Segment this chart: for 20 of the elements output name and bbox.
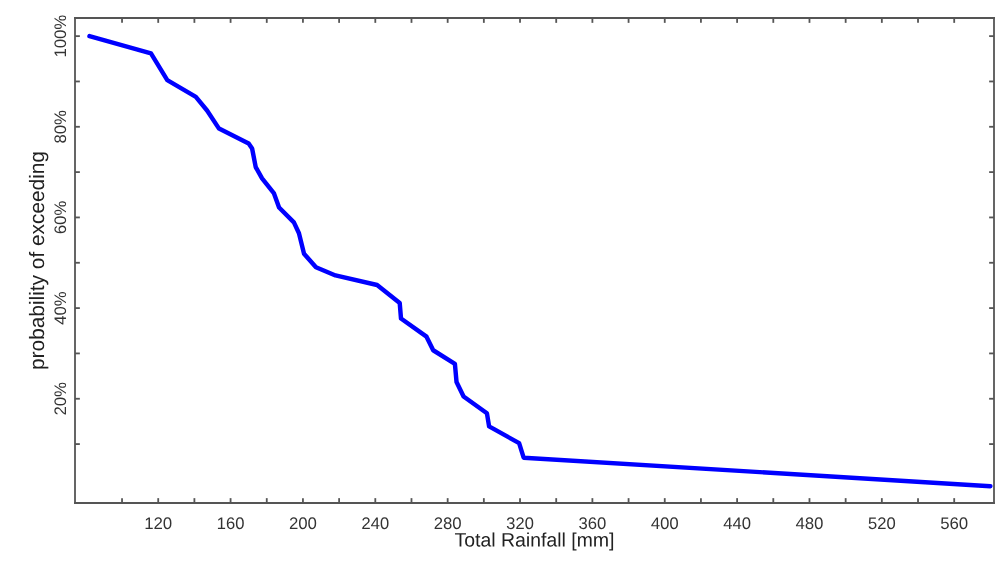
- x-tick-label: 120: [145, 517, 172, 530]
- x-tick-label: 520: [868, 517, 896, 530]
- x-tick-label: 560: [940, 517, 968, 530]
- y-tick-label: 80%: [54, 110, 67, 143]
- y-axis-title: probability of exceeding: [28, 152, 49, 369]
- x-tick-label: 440: [723, 517, 751, 530]
- x-tick-label: 200: [289, 517, 317, 530]
- y-tick-label: 100%: [54, 15, 67, 57]
- x-tick-label: 360: [579, 517, 606, 530]
- x-axis-title: Total Rainfall [mm]: [454, 532, 614, 551]
- x-tick-label: 320: [506, 517, 534, 530]
- line-series: [87, 33, 993, 489]
- x-tick-label: 280: [434, 517, 461, 530]
- x-tick-label: 400: [651, 517, 679, 530]
- x-tick-label: 480: [795, 517, 823, 530]
- x-tick-label: 160: [217, 517, 244, 530]
- y-tick-label: 20%: [54, 382, 67, 415]
- y-tick-label: 40%: [54, 292, 67, 325]
- x-tick-label: 240: [362, 517, 389, 530]
- y-tick-label: 60%: [54, 201, 67, 234]
